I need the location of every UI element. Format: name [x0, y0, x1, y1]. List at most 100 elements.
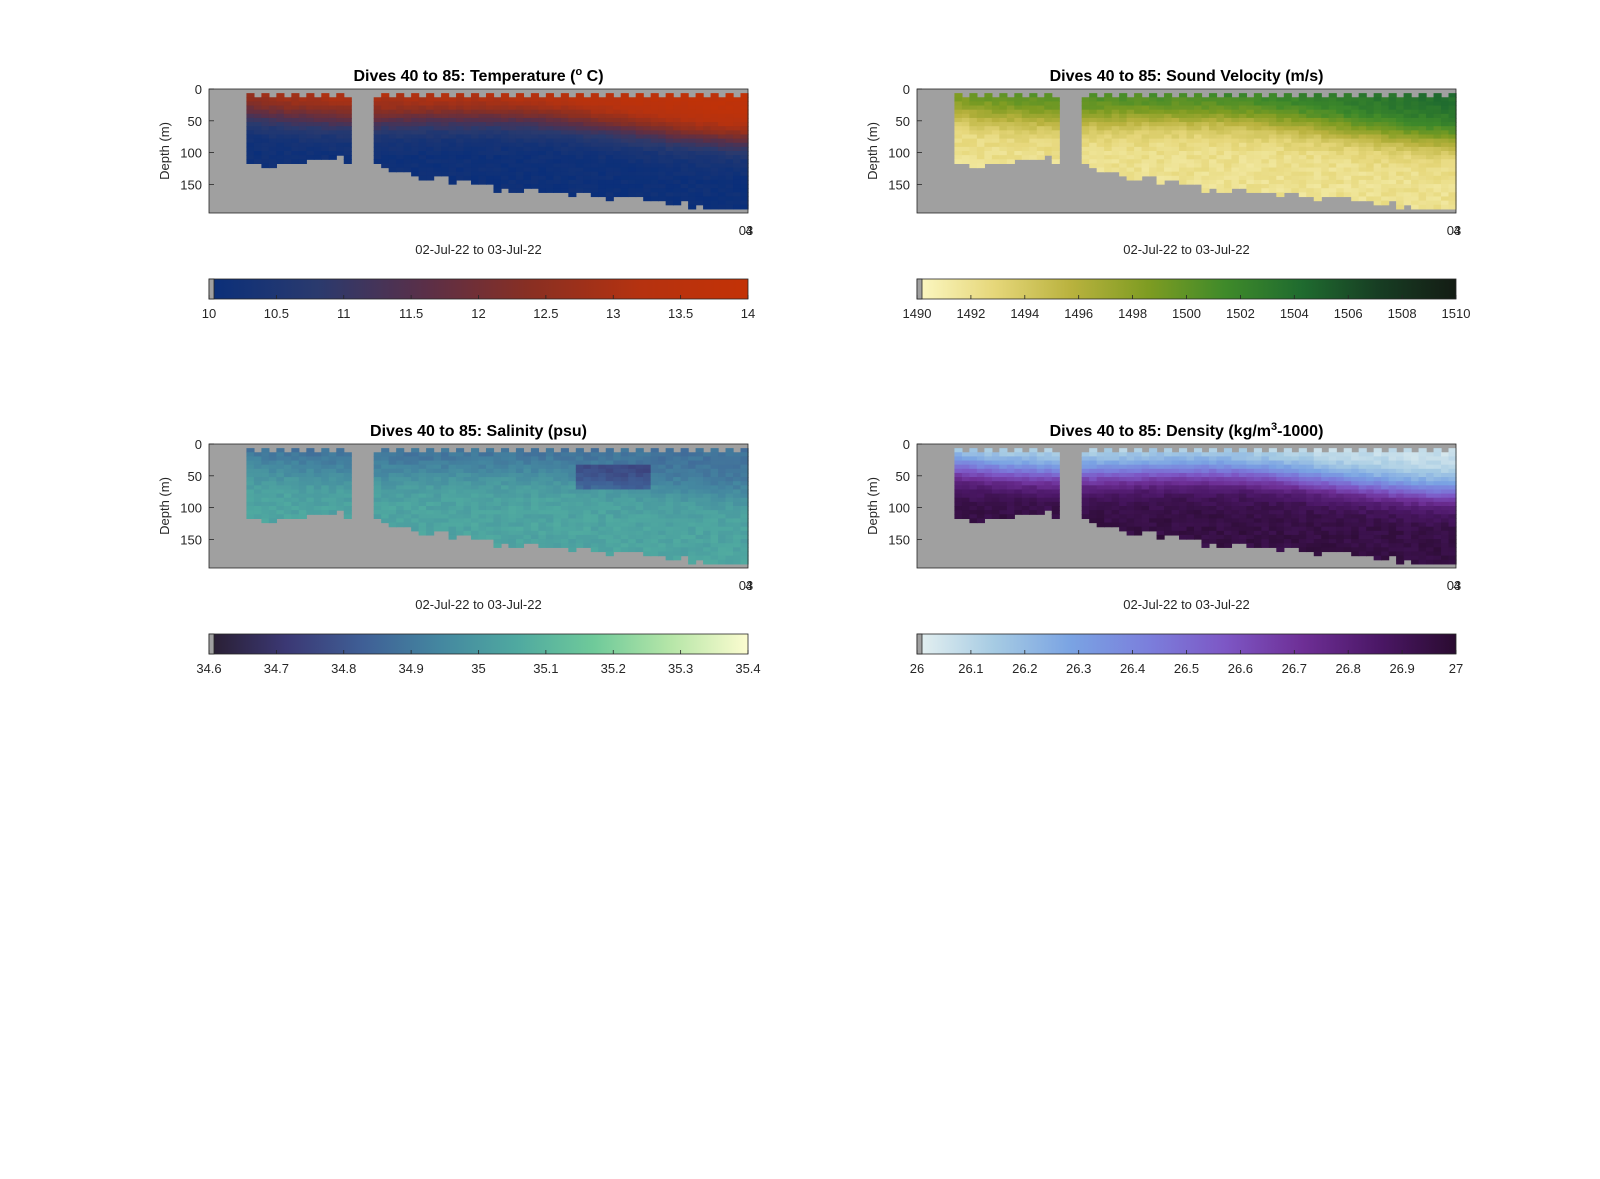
heatmap-cell	[403, 468, 412, 474]
heatmap-cell	[1411, 122, 1420, 127]
heatmap-cell	[1036, 113, 1045, 119]
heatmap-cell	[553, 105, 562, 111]
heatmap-cell	[276, 113, 285, 119]
heatmap-cell	[448, 117, 457, 123]
heatmap-cell	[396, 138, 405, 144]
heatmap-cell	[1134, 101, 1143, 107]
heatmap-cell	[1276, 175, 1285, 181]
heatmap-cell	[733, 514, 742, 519]
heatmap-cell	[1306, 130, 1315, 136]
heatmap-cell	[283, 155, 292, 160]
heatmap-cell	[650, 171, 659, 177]
heatmap-cell	[328, 146, 337, 152]
heatmap-cell	[568, 543, 577, 548]
heatmap-cell	[1096, 506, 1105, 511]
heatmap-cell	[1164, 489, 1173, 495]
heatmap-cell	[1433, 196, 1442, 202]
heatmap-cell	[530, 464, 539, 470]
heatmap-cell	[433, 101, 442, 107]
heatmap-cell	[1358, 175, 1367, 181]
heatmap-cell	[1014, 109, 1023, 115]
heatmap-cell	[1104, 155, 1113, 160]
heatmap-cell	[1208, 179, 1218, 185]
heatmap-cell	[1238, 489, 1247, 495]
heatmap-cell	[1343, 188, 1352, 193]
heatmap-cell	[1104, 167, 1113, 173]
heatmap-cell	[1216, 489, 1225, 495]
heatmap-cell	[1134, 155, 1143, 160]
heatmap-cell	[418, 130, 427, 136]
heatmap-cell	[471, 97, 480, 102]
heatmap-cell	[976, 138, 985, 144]
heatmap-cell	[373, 510, 382, 515]
heatmap-cell	[590, 460, 599, 466]
heatmap-cell	[643, 184, 652, 189]
heatmap-cell	[523, 167, 532, 173]
heatmap-cell	[545, 539, 554, 544]
heatmap-cell	[381, 489, 390, 495]
heatmap-cell	[456, 468, 465, 474]
heatmap-cell	[680, 472, 689, 478]
heatmap-cell	[568, 477, 577, 482]
heatmap-cell	[530, 134, 539, 140]
heatmap-cell	[703, 167, 712, 173]
heatmap-cell	[1119, 93, 1128, 98]
heatmap-cell	[1358, 113, 1367, 119]
heatmap-cell	[725, 468, 734, 474]
heatmap-cell	[733, 163, 742, 169]
heatmap-cell	[276, 117, 285, 123]
heatmap-cell	[583, 130, 592, 136]
heatmap-cell	[485, 138, 495, 144]
heatmap-cell	[1186, 489, 1195, 495]
heatmap-cell	[991, 151, 1000, 156]
heatmap-cell	[733, 159, 742, 164]
heatmap-cell	[1164, 530, 1173, 536]
heatmap-cell	[710, 485, 719, 491]
heatmap-cell	[1313, 146, 1322, 152]
heatmap-cell	[418, 518, 427, 524]
heatmap-cell	[1358, 109, 1367, 115]
heatmap-cell	[1426, 179, 1435, 185]
heatmap-cell	[1171, 522, 1180, 528]
heatmap-cell	[1403, 167, 1412, 173]
heatmap-cell	[1149, 464, 1158, 470]
heatmap-cell	[1238, 497, 1247, 503]
heatmap-cell	[1351, 146, 1360, 152]
heatmap-cell	[703, 204, 712, 210]
heatmap-cell	[620, 539, 629, 544]
heatmap-cell	[1351, 155, 1360, 160]
heatmap-cell	[545, 485, 554, 491]
heatmap-cell	[1141, 122, 1150, 127]
heatmap-cell	[650, 130, 659, 136]
heatmap-cell	[336, 134, 345, 140]
heatmap-cell	[688, 171, 697, 177]
heatmap-cell	[515, 477, 525, 482]
heatmap-cell	[688, 97, 697, 102]
heatmap-cell	[411, 109, 420, 115]
heatmap-cell	[478, 126, 487, 131]
heatmap-cell	[680, 101, 689, 107]
heatmap-cell	[984, 468, 993, 474]
heatmap-cell	[1096, 489, 1105, 495]
heatmap-cell	[718, 196, 727, 202]
heatmap-cell	[530, 113, 539, 119]
chart-panel-density: Dives 40 to 85: Density (kg/m3-1000)0501…	[865, 421, 1463, 676]
heatmap-cell	[1426, 196, 1435, 202]
heatmap-cell	[1238, 518, 1247, 524]
heatmap-cell	[1171, 159, 1180, 164]
heatmap-cell	[613, 167, 622, 173]
heatmap-cell	[456, 175, 465, 181]
heatmap-cell	[261, 159, 270, 164]
heatmap-cell	[590, 456, 599, 462]
heatmap-cell	[635, 522, 644, 528]
heatmap-cell	[1029, 493, 1038, 499]
heatmap-cell	[298, 460, 307, 466]
heatmap-cell	[433, 481, 442, 486]
heatmap-cell	[1448, 163, 1457, 169]
heatmap-cell	[1119, 105, 1128, 111]
heatmap-cell	[530, 539, 539, 544]
heatmap-cell	[590, 543, 599, 548]
heatmap-cell	[515, 146, 525, 152]
heatmap-cell	[433, 113, 442, 119]
heatmap-cell	[291, 460, 300, 466]
